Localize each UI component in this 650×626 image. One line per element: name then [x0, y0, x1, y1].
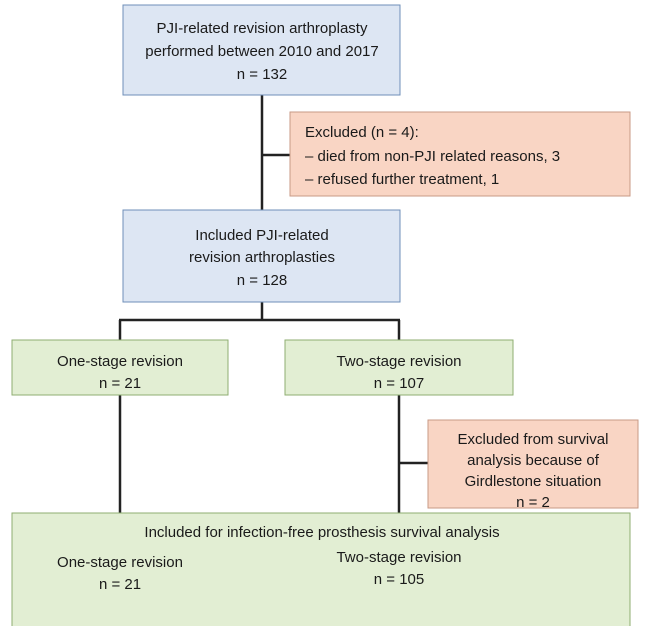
box-text: n = 128 — [237, 272, 287, 289]
box-text: Included for infection-free prosthesis s… — [144, 524, 499, 541]
box-text: – died from non-PJI related reasons, 3 — [305, 148, 560, 165]
box-text: Excluded (n = 4): — [305, 124, 419, 141]
box-text: Two-stage revision — [336, 353, 461, 370]
box-text: One-stage revision — [57, 353, 183, 370]
connectors — [118, 95, 428, 513]
box — [122, 209, 401, 303]
box-text: One-stage revision — [57, 554, 183, 571]
box-text: analysis because of — [467, 452, 600, 469]
box — [122, 4, 401, 96]
box — [289, 111, 631, 197]
box-text: Included PJI-related — [195, 227, 328, 244]
box — [11, 512, 631, 626]
box-text: Excluded from survival — [458, 431, 609, 448]
box-text: n = 105 — [374, 571, 424, 588]
box-text: n = 132 — [237, 66, 287, 83]
box — [11, 339, 229, 396]
box-text: performed between 2010 and 2017 — [145, 43, 379, 60]
box-text: n = 107 — [374, 375, 424, 392]
box — [427, 419, 639, 509]
box-text: PJI-related revision arthroplasty — [157, 20, 368, 37]
box-text: Girdlestone situation — [465, 473, 602, 490]
box-text: revision arthroplasties — [189, 249, 335, 266]
box-text: n = 21 — [99, 576, 141, 593]
box-text: n = 21 — [99, 375, 141, 392]
box-text: – refused further treatment, 1 — [305, 171, 499, 188]
box-text: Two-stage revision — [336, 549, 461, 566]
box-text: n = 2 — [516, 494, 550, 511]
box — [284, 339, 514, 396]
